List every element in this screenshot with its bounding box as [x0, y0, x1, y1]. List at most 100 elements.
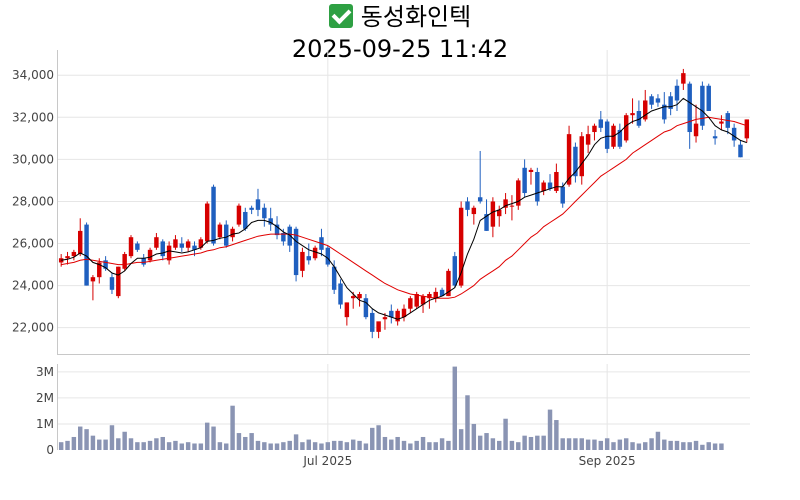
candle-body [154, 237, 159, 248]
candle-body [414, 294, 419, 307]
volume-tick-label: 3M [36, 365, 54, 379]
candle-body [90, 277, 96, 282]
candle-body [268, 218, 273, 225]
candle-body [65, 256, 70, 259]
candle-body [287, 226, 292, 246]
candle-body [636, 111, 642, 126]
volume-bar [452, 366, 458, 450]
volume-bar [262, 442, 267, 450]
volume-bar [528, 436, 534, 450]
volume-bar [350, 439, 356, 450]
candle-body [401, 308, 407, 318]
volume-bar [173, 440, 178, 450]
candle-body [687, 83, 692, 133]
candlestick-series [58, 68, 750, 339]
volume-bar [198, 443, 204, 450]
candle-body [211, 186, 216, 244]
candle-body [604, 121, 610, 149]
volume-bar [97, 439, 102, 450]
moving-average-short-line [61, 97, 747, 320]
price-tick-label: 34,000 [12, 68, 54, 82]
volume-bar [427, 442, 432, 450]
candle-body [204, 203, 210, 242]
volume-bar [401, 440, 407, 450]
candle-body [535, 172, 540, 202]
price-tick-label: 28,000 [12, 194, 54, 208]
volume-bar [224, 443, 229, 450]
volume-bar [700, 444, 705, 450]
candle-body [173, 239, 178, 248]
candle-body [465, 201, 470, 210]
candle-body [293, 228, 299, 276]
candle-body [579, 136, 584, 177]
candle-body [198, 239, 204, 248]
candle-body [649, 96, 654, 105]
candle-body [693, 123, 699, 137]
volume-bar [325, 442, 331, 450]
volume-bar [674, 440, 680, 450]
volume-bar [103, 439, 108, 450]
volume-bar [160, 436, 165, 450]
candle-body [516, 180, 521, 206]
candle-body [376, 321, 381, 332]
candle-body [712, 136, 718, 139]
volume-bar [458, 429, 464, 450]
candle-body [331, 266, 337, 290]
candle-body [662, 104, 667, 120]
volume-bar [319, 443, 324, 450]
candle-body [681, 73, 686, 84]
volume-bar [573, 438, 578, 450]
candle-body [84, 224, 89, 286]
candle-body [58, 258, 64, 263]
candle-body [738, 144, 743, 158]
volume-bar [230, 405, 235, 450]
volume-bar [522, 435, 527, 450]
candle-body [350, 296, 356, 299]
candle-body [643, 100, 648, 120]
candle-body [147, 249, 153, 261]
candle-body [630, 113, 635, 116]
volume-bar [179, 443, 185, 450]
candle-body [357, 294, 362, 299]
volume-bar [65, 440, 70, 450]
volume-bar [598, 440, 604, 450]
volume-bar [592, 439, 597, 450]
volume-bar [547, 409, 553, 450]
volume-bar [706, 442, 711, 450]
candle-body [547, 182, 553, 189]
volume-bar [687, 442, 692, 450]
moving-average-long-line [61, 116, 747, 299]
volume-bar [433, 442, 438, 450]
volume-bar [439, 438, 445, 450]
candle-body [344, 302, 350, 318]
candle-body [617, 129, 623, 147]
volume-bar [185, 442, 191, 450]
volume-bar-series [58, 366, 724, 450]
candle-body [300, 251, 305, 271]
candle-body [408, 298, 413, 309]
volume-tick-label: 1M [36, 417, 54, 431]
volume-bar [617, 439, 623, 450]
volume-bar [77, 426, 83, 450]
volume-bar [389, 439, 394, 450]
volume-bar [497, 440, 502, 450]
volume-bar [395, 436, 400, 450]
candle-body [179, 243, 185, 248]
volume-bar [109, 425, 115, 450]
volume-bar [420, 436, 426, 450]
volume-bar [503, 418, 508, 450]
volume-bar [408, 443, 413, 450]
volume-bar [509, 440, 515, 450]
volume-bar [414, 440, 419, 450]
candle-body [477, 197, 483, 202]
candle-body [77, 230, 83, 255]
volume-bar [58, 442, 64, 450]
candle-body [655, 98, 661, 103]
candle-body [719, 121, 724, 124]
volume-bar [166, 442, 172, 450]
candle-body [598, 119, 604, 128]
volume-tick-label: 0 [46, 443, 54, 457]
volume-bar [306, 439, 311, 450]
volume-bar [154, 438, 159, 450]
candle-body [623, 115, 629, 141]
